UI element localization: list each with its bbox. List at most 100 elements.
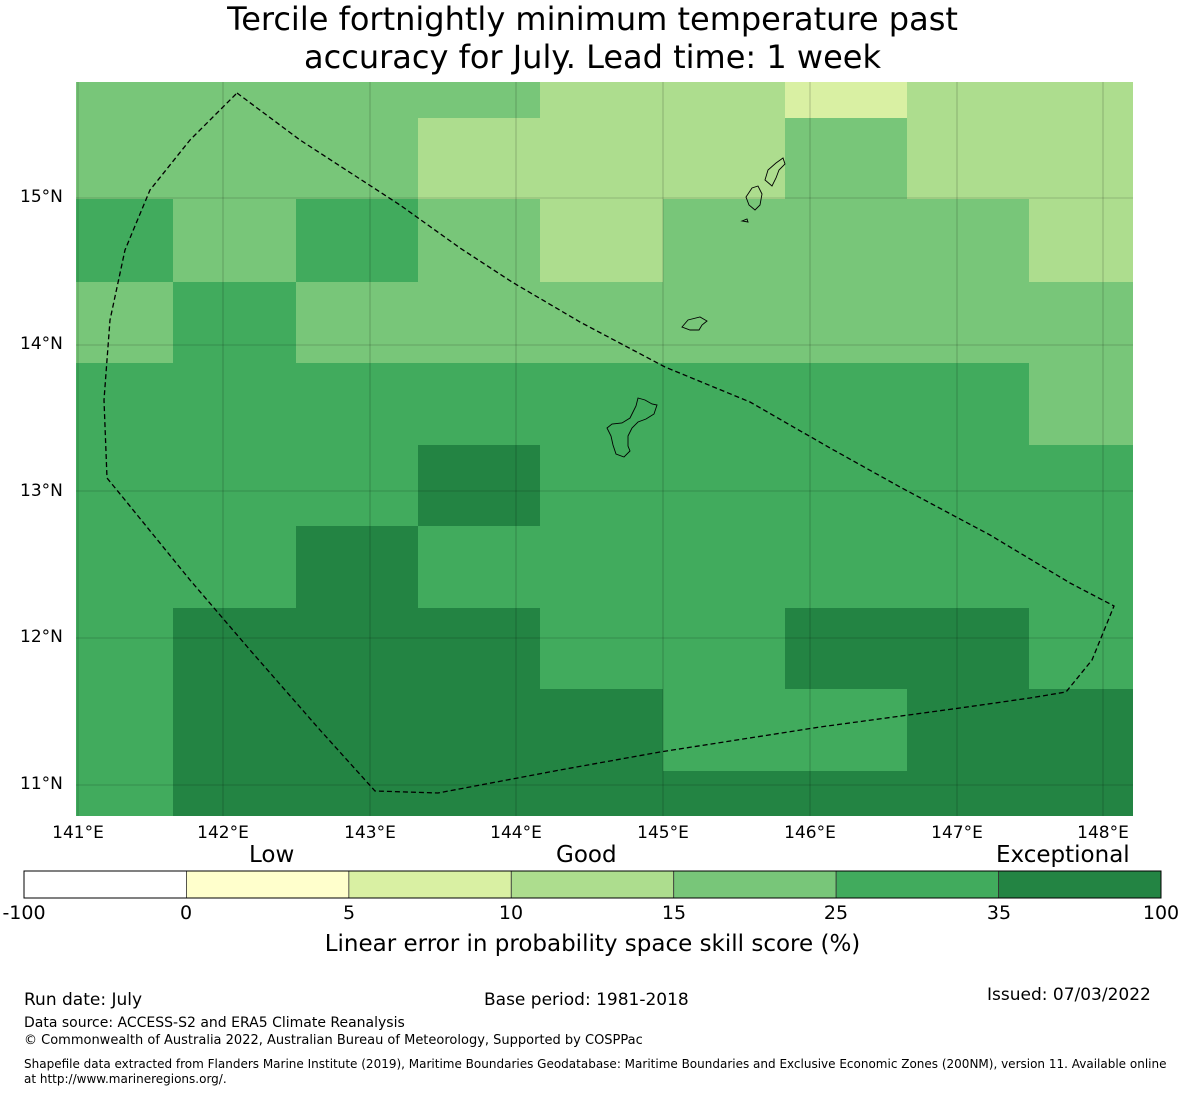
lon-label-143e: 143°E (344, 823, 396, 843)
lat-label-11n: 11°N (20, 774, 63, 794)
skill-cell (296, 82, 418, 118)
island-guam (606, 397, 658, 458)
skill-cell (1029, 199, 1133, 282)
skill-cell (418, 689, 540, 771)
skill-cell (173, 445, 296, 526)
skill-cell (76, 118, 173, 199)
skill-cell (76, 526, 173, 608)
skill-cell (173, 199, 296, 282)
skill-cell (663, 282, 785, 363)
island-rota (681, 316, 708, 331)
cbar-tick: 10 (498, 902, 524, 924)
category-exceptional: Exceptional (996, 842, 1130, 868)
skill-cell (785, 199, 907, 282)
skill-cell (907, 199, 1029, 282)
title-line-1: Tercile fortnightly minimum temperature … (227, 0, 958, 38)
island-tinian (745, 185, 763, 211)
run-date: Run date: July (24, 990, 143, 1010)
skill-cell (663, 771, 785, 816)
colorbar-segment (673, 870, 837, 899)
skill-cell (173, 363, 296, 445)
skill-cell (418, 282, 540, 363)
skill-cell (663, 199, 785, 282)
skill-cell (76, 82, 173, 118)
skill-cell (540, 771, 663, 816)
skill-grid (76, 82, 1133, 816)
skill-cell (907, 608, 1029, 689)
eez-boundary (103, 92, 1115, 794)
colorbar-segment (510, 870, 675, 899)
copyright: © Commonwealth of Australia 2022, Austra… (24, 1033, 643, 1048)
skill-cell (907, 82, 1029, 118)
cbar-tick: 0 (179, 902, 193, 924)
island-saipan (764, 157, 786, 187)
skill-cell (296, 282, 418, 363)
skill-cell (418, 608, 540, 689)
skill-cell (907, 445, 1029, 526)
skill-cell (418, 118, 540, 199)
skill-cell (907, 363, 1029, 445)
skill-cell (173, 771, 296, 816)
skill-cell (663, 689, 785, 771)
skill-cell (540, 199, 663, 282)
skill-cell (663, 82, 785, 118)
skill-cell (76, 445, 173, 526)
cbar-tick: 100 (1142, 902, 1180, 924)
colorbar (23, 870, 1162, 899)
skill-cell (907, 689, 1029, 771)
skill-cell (173, 689, 296, 771)
skill-cell (1029, 608, 1133, 689)
skill-cell (785, 771, 907, 816)
skill-cell (296, 608, 418, 689)
skill-cell (907, 526, 1029, 608)
skill-cell (76, 199, 173, 282)
skill-cell (1029, 771, 1133, 816)
skill-cell (1029, 689, 1133, 771)
skill-cell (907, 282, 1029, 363)
colorbar-segment (998, 870, 1162, 899)
graticule (76, 82, 1133, 816)
skill-cell (76, 689, 173, 771)
skill-cell (296, 526, 418, 608)
title-line-2: accuracy for July. Lead time: 1 week (304, 38, 881, 76)
skill-cell (418, 445, 540, 526)
skill-cell (540, 363, 663, 445)
cbar-tick: -100 (2, 902, 46, 924)
skill-cell (907, 118, 1029, 199)
skill-cell (785, 445, 907, 526)
colorbar-segment (835, 870, 999, 899)
skill-cell (1029, 526, 1133, 608)
skill-cell (296, 771, 418, 816)
colorbar-segment (348, 870, 512, 899)
island-aguijan (740, 218, 749, 223)
skill-cell (76, 282, 173, 363)
skill-cell (296, 445, 418, 526)
cbar-tick: 25 (823, 902, 849, 924)
skill-cell (907, 771, 1029, 816)
skill-cell (173, 608, 296, 689)
lat-label-12n: 12°N (20, 627, 63, 647)
skill-cell (418, 199, 540, 282)
skill-cell (76, 363, 173, 445)
skill-cell (663, 526, 785, 608)
skill-cell (76, 608, 173, 689)
island-outlines (606, 157, 786, 458)
lon-label-146e: 146°E (784, 823, 836, 843)
skill-cell (296, 363, 418, 445)
skill-cell (785, 118, 907, 199)
skill-cell (173, 118, 296, 199)
skill-cell (1029, 363, 1133, 445)
lon-label-148e: 148°E (1077, 823, 1129, 843)
skill-cell (418, 363, 540, 445)
skill-cell (296, 118, 418, 199)
skill-cell (663, 445, 785, 526)
data-source: Data source: ACCESS-S2 and ERA5 Climate … (24, 1015, 405, 1031)
skill-cell (173, 526, 296, 608)
lon-label-141e: 141°E (52, 823, 104, 843)
lon-label-145e: 145°E (637, 823, 689, 843)
colorbar-segment (186, 870, 350, 899)
skill-cell (296, 689, 418, 771)
skill-cell (785, 363, 907, 445)
skill-cell (785, 82, 907, 118)
